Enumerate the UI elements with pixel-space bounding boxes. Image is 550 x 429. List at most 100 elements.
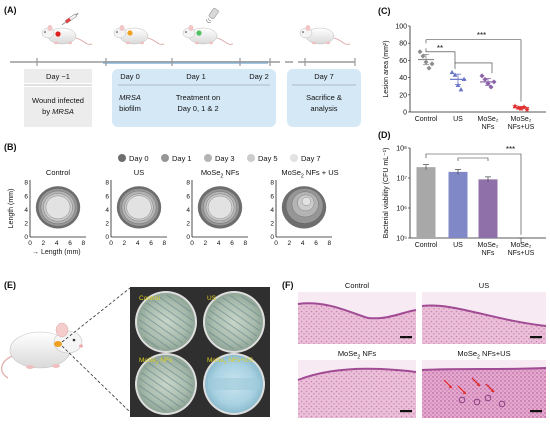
bacterial-colonies <box>139 357 193 411</box>
y-tick-label: 0 <box>105 234 109 241</box>
y-tick-label: 8 <box>105 180 109 187</box>
zoom-line <box>61 345 131 413</box>
timeline-axis <box>10 58 356 66</box>
bar <box>478 179 498 238</box>
epidermis-layer <box>297 302 417 320</box>
y-tick-label: 0 <box>403 110 407 117</box>
plate-label-subscript: 2 <box>224 360 227 365</box>
wound-plot: US 00 2 2 4 4 6 6 8 8 <box>105 168 167 247</box>
x-tick-label: MoSe₂ <box>477 242 498 249</box>
y-tick-label: 8 <box>270 180 274 187</box>
day-label: Day −1 <box>46 72 70 81</box>
x-tick-label: Control <box>415 116 438 123</box>
x-tick-label: 2 <box>123 240 127 247</box>
y-tick-label: 2 <box>105 220 109 227</box>
plate-label: MoSe2 NFs+US <box>207 357 254 365</box>
data-point <box>452 72 458 77</box>
wound-plot: Control 00 2 2 4 4 6 6 8 8 Length (mm) → Length (mm… <box>8 168 86 256</box>
day-label: Day 2 <box>249 72 269 81</box>
plate-label: Control <box>139 295 161 302</box>
panel-label-d: (D) <box>378 130 391 140</box>
syringe-icon <box>61 12 79 26</box>
y-tick-label: 100 <box>395 24 407 31</box>
treatment-box <box>112 69 276 127</box>
agar-plate: Control <box>135 291 197 353</box>
wound-plot-title: Control <box>46 168 71 177</box>
x-tick-label: 8 <box>244 240 248 247</box>
x-tick-label: 8 <box>328 240 332 247</box>
significance-bracket <box>425 48 456 69</box>
bar <box>448 171 468 238</box>
wound-contour <box>301 197 311 206</box>
x-tick-label: MoSe₂ <box>477 116 498 123</box>
tissue-section <box>422 368 546 418</box>
histology-image: MoSe2 NFs+US <box>421 349 547 418</box>
x-tick-label: 8 <box>82 240 86 247</box>
wound-legend: Day 0 Day 1 Day 3 Day 5 Day 7 <box>118 154 321 163</box>
zoom-line <box>61 287 131 343</box>
histology-title: MoSe2 NFs <box>338 349 377 360</box>
y-tick-label: 6 <box>24 193 28 200</box>
biofilm-text: MRSA <box>119 93 141 102</box>
x-tick-label: 6 <box>149 240 153 247</box>
plate-label-base: MoSe <box>207 357 224 364</box>
step1-text: by MRSA <box>42 107 74 116</box>
red-arrow-head <box>462 391 466 394</box>
x-tick-label: 0 <box>190 240 194 247</box>
histology-title-base: MoSe <box>457 349 477 358</box>
histology-title-base: Control <box>345 281 370 290</box>
mouse-illustration <box>1 322 83 379</box>
x-tick-label: NFs <box>482 250 495 257</box>
histology-title-rest: NFs+US <box>480 349 511 358</box>
wound-plot-title: MoSe2 NFs <box>201 168 240 179</box>
y-tick-label: 0 <box>270 234 274 241</box>
panel-label-c: (C) <box>378 6 391 16</box>
y-tick-label: 20 <box>399 92 407 99</box>
histology-title-base: MoSe <box>338 349 358 358</box>
y-tick-label: 6 <box>270 193 274 200</box>
x-tick-label: US <box>453 242 463 249</box>
red-arrow-head <box>448 385 452 388</box>
y-tick-label: 4 <box>270 207 274 214</box>
y-tick-label: 2 <box>270 220 274 227</box>
significance-label: *** <box>506 145 515 154</box>
y-tick-label: 10⁶ <box>396 206 407 213</box>
legend-swatch <box>290 154 298 162</box>
x-tick-label: 2 <box>204 240 208 247</box>
x-tick-label: 4 <box>55 240 59 247</box>
wound-plot-title-rest: NFs <box>223 168 239 177</box>
data-point <box>458 87 464 92</box>
histology-title: MoSe2 NFs+US <box>457 349 510 360</box>
legend-label: Day 1 <box>172 154 192 163</box>
y-tick-label: 4 <box>186 207 190 214</box>
panel-label-e: (E) <box>4 280 16 290</box>
wound-contour <box>126 195 152 220</box>
plate-label-rest: NFs+US <box>227 357 254 364</box>
tissue-section <box>298 303 416 344</box>
agar-plate: US <box>203 291 265 353</box>
wound-contour <box>207 195 233 219</box>
y-tick-label: 6 <box>105 193 109 200</box>
wound-plot-title: MoSe2 NFs + US <box>281 168 338 179</box>
y-axis-label: Bacterial viability (CFU mL⁻¹) <box>383 148 390 239</box>
scale-bar <box>400 336 412 339</box>
plate-label-base: US <box>207 295 217 302</box>
end-text: analysis <box>310 104 337 113</box>
end-box <box>287 69 361 127</box>
significance-bracket <box>457 157 489 161</box>
legend-swatch <box>204 154 212 162</box>
red-arrow-head <box>476 383 480 386</box>
plate-label-rest: NFs <box>159 357 173 364</box>
data-point <box>426 65 432 71</box>
wound-plot-title-base: MoSe <box>281 168 301 177</box>
y-tick-label: 2 <box>186 220 190 227</box>
hair-follicle <box>484 394 492 402</box>
step1-box <box>24 87 92 127</box>
timeline-mice <box>41 8 351 45</box>
data-point <box>420 53 426 59</box>
significance-label: ** <box>437 44 443 53</box>
